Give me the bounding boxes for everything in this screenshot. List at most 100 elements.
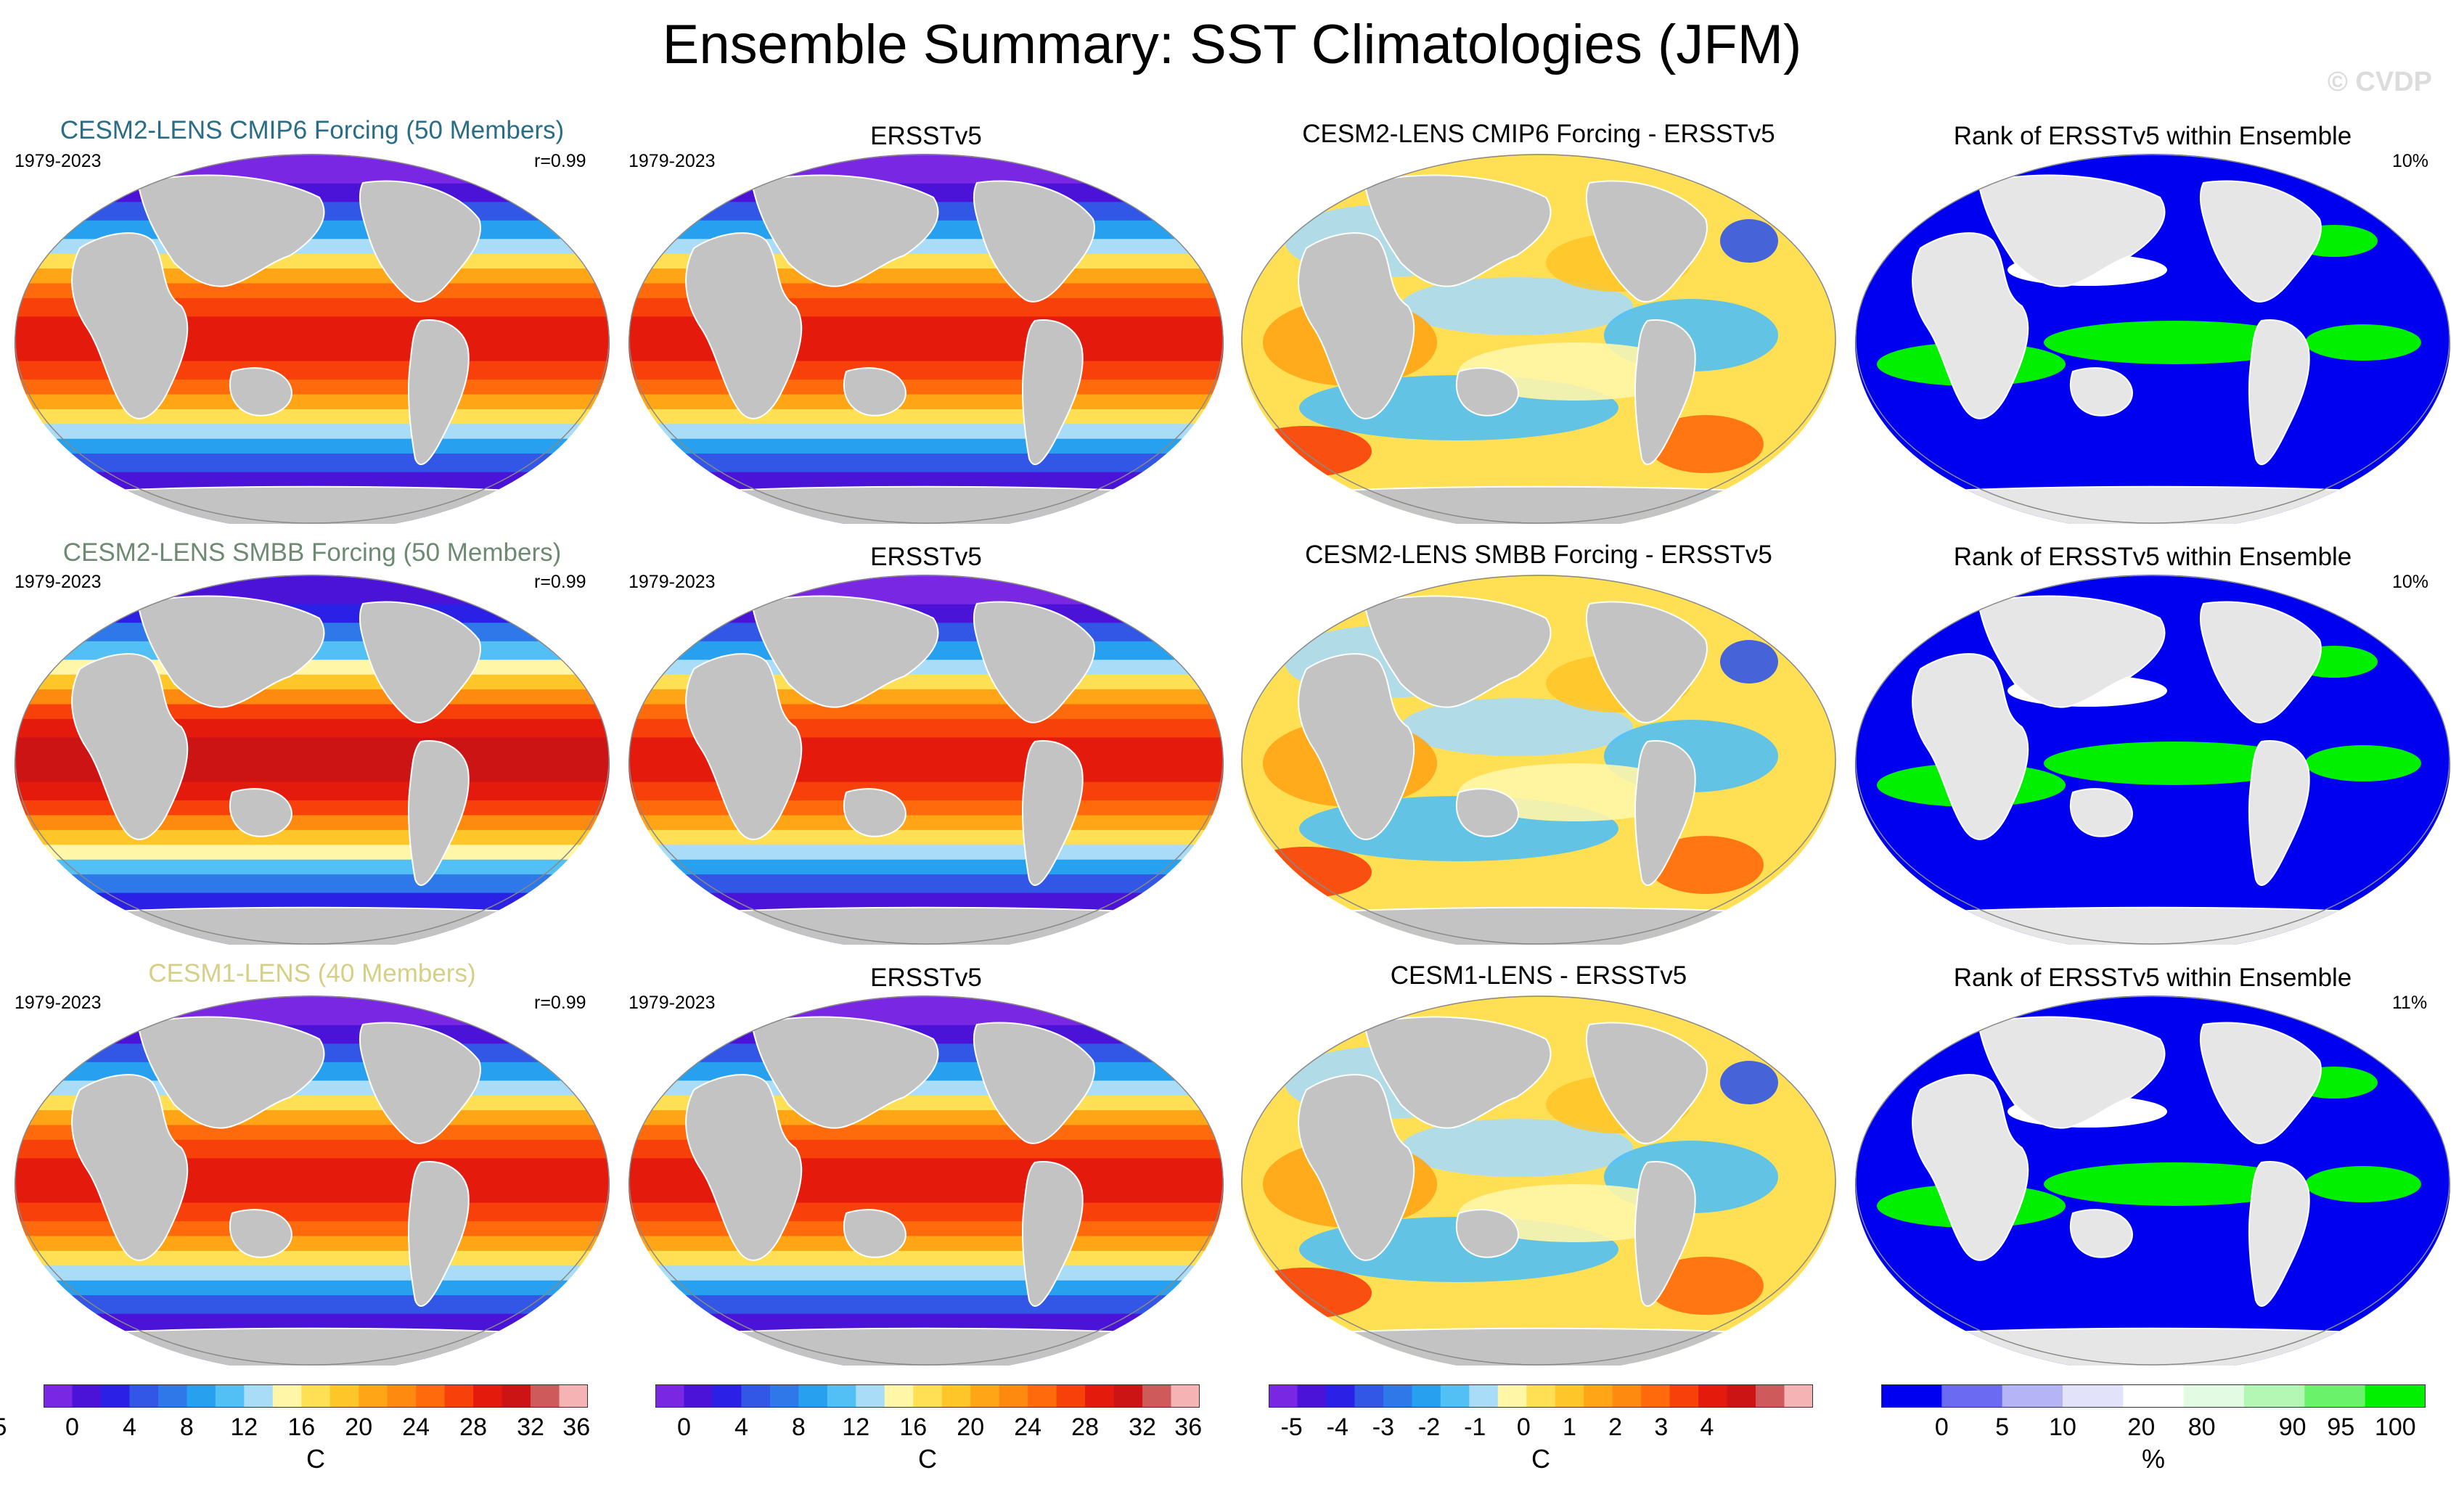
obs-sst-map-row1 <box>629 154 1224 524</box>
colorbar-tick-label: 100 <box>2374 1413 2416 1441</box>
colorbar-swatch <box>72 1384 102 1408</box>
colorbar-tick-label: 28 <box>459 1413 488 1441</box>
colorbar-swatch <box>1941 1384 2003 1408</box>
colorbar-tick-label: 0 <box>677 1413 691 1441</box>
bias-map-row3 <box>1241 996 1836 1366</box>
colorbar-swatch <box>1354 1384 1384 1408</box>
colorbar-swatch <box>655 1384 684 1408</box>
colorbar-swatch <box>1612 1384 1642 1408</box>
colorbar-tick-label: -4 <box>1326 1413 1348 1441</box>
colorbar-tick-label: 4 <box>734 1413 748 1441</box>
diff-title-1: CESM2-LENS CMIP6 Forcing - ERSSTv5 <box>1302 120 1775 148</box>
watermark: © CVDP <box>2327 67 2432 97</box>
colorbar-unit: C <box>1531 1444 1550 1474</box>
colorbar-swatch <box>741 1384 771 1408</box>
colorbar-swatch <box>2365 1384 2426 1408</box>
colorbar-swatch <box>1584 1384 1613 1408</box>
colorbar-swatch <box>684 1384 713 1408</box>
ensemble-title-1: CESM2-LENS CMIP6 Forcing (50 Members) <box>60 116 565 144</box>
period-label: 1979-2023 <box>15 151 102 171</box>
colorbar-swatch <box>187 1384 216 1408</box>
colorbar-tick-label: 5 <box>0 1413 7 1442</box>
obs-title-1: ERSSTv5 <box>870 122 982 150</box>
bias-map-row2 <box>1241 575 1836 945</box>
diff-title-3: CESM1-LENS - ERSSTv5 <box>1390 961 1687 990</box>
colorbar-tick-label: 90 <box>2278 1413 2307 1441</box>
rank-map-row3 <box>1855 996 2450 1366</box>
correlation-label: r=0.99 <box>534 151 586 171</box>
colorbar-swatch <box>1641 1384 1671 1408</box>
colorbar-swatch <box>444 1384 474 1408</box>
colorbar-swatch <box>1526 1384 1556 1408</box>
period-label: 1979-2023 <box>629 572 716 592</box>
colorbar-swatch <box>1784 1384 1813 1408</box>
colorbar-swatch <box>1555 1384 1584 1408</box>
sst-colorbar-1 <box>44 1384 588 1408</box>
colorbar-swatch <box>44 1384 73 1408</box>
colorbar-swatch <box>1497 1384 1527 1408</box>
colorbar-swatch <box>1698 1384 1728 1408</box>
obs-title-2: ERSSTv5 <box>870 543 982 571</box>
colorbar-tick-label: 36 <box>562 1413 591 1441</box>
colorbar-tick-label: 4 <box>122 1413 136 1441</box>
colorbar-swatch <box>531 1384 560 1408</box>
ensemble-sst-map-row1 <box>15 154 610 524</box>
colorbar-swatch <box>2304 1384 2366 1408</box>
colorbar-tick-label: 32 <box>517 1413 544 1441</box>
colorbar-swatch <box>301 1384 331 1408</box>
colorbar-swatch <box>2244 1384 2305 1408</box>
obs-title-3: ERSSTv5 <box>870 964 982 992</box>
colorbar-tick-label: 20 <box>957 1413 985 1441</box>
colorbar-swatch <box>2002 1384 2063 1408</box>
colorbar-tick-label: 12 <box>842 1413 870 1441</box>
ensemble-title-2: CESM2-LENS SMBB Forcing (50 Members) <box>62 538 562 567</box>
colorbar-swatch <box>1085 1384 1115 1408</box>
rank-colorbar <box>1881 1384 2426 1408</box>
colorbar-swatch <box>1171 1384 1200 1408</box>
colorbar-unit: C <box>306 1444 325 1474</box>
colorbar-swatch <box>712 1384 742 1408</box>
colorbar-tick-label: 4 <box>1700 1413 1714 1441</box>
colorbar-swatch <box>1113 1384 1143 1408</box>
colorbar-swatch <box>473 1384 503 1408</box>
colorbar-tick-label: 12 <box>230 1413 258 1441</box>
period-label: 1979-2023 <box>15 993 102 1013</box>
colorbar-swatch <box>157 1384 187 1408</box>
diff-title-2: CESM2-LENS SMBB Forcing - ERSSTv5 <box>1305 541 1772 569</box>
colorbar-swatch <box>827 1384 856 1408</box>
colorbar-swatch <box>272 1384 302 1408</box>
colorbar-tick-label: 36 <box>1174 1413 1203 1441</box>
ensemble-title-3: CESM1-LENS (40 Members) <box>148 959 476 988</box>
colorbar-swatch <box>1440 1384 1470 1408</box>
colorbar-unit: C <box>918 1444 937 1474</box>
colorbar-swatch <box>1669 1384 1699 1408</box>
colorbar-tick-label: 0 <box>65 1413 79 1441</box>
colorbar-tick-label: 3 <box>1654 1413 1669 1441</box>
diff-colorbar <box>1269 1384 1813 1408</box>
figure-title: Ensemble Summary: SST Climatologies (JFM… <box>662 14 1802 75</box>
colorbar-tick-label: 80 <box>2187 1413 2216 1441</box>
correlation-label: r=0.99 <box>534 572 586 592</box>
colorbar-swatch <box>941 1384 971 1408</box>
colorbar-swatch <box>1469 1384 1499 1408</box>
obs-sst-map-row2 <box>629 575 1224 945</box>
colorbar-swatch <box>1727 1384 1756 1408</box>
colorbar-swatch <box>2183 1384 2245 1408</box>
colorbar-tick-label: 0 <box>1516 1413 1531 1441</box>
colorbar-tick-label: 24 <box>402 1413 430 1441</box>
colorbar-swatch <box>1881 1384 1942 1408</box>
colorbar-swatch <box>387 1384 417 1408</box>
colorbar-tick-label: 8 <box>791 1413 806 1441</box>
colorbar-tick-label: 24 <box>1014 1413 1042 1441</box>
period-label: 1979-2023 <box>629 151 716 171</box>
colorbar-swatch <box>359 1384 388 1408</box>
ensemble-sst-map-row2 <box>15 575 610 945</box>
colorbar-tick-label: 10 <box>2049 1413 2076 1441</box>
ensemble-sst-map-row3 <box>15 996 610 1366</box>
colorbar-tick-label: -2 <box>1417 1413 1441 1441</box>
obs-sst-map-row3 <box>629 996 1224 1366</box>
colorbar-swatch <box>1142 1384 1172 1408</box>
sst-colorbar-2 <box>655 1384 1200 1408</box>
colorbar-swatch <box>884 1384 914 1408</box>
rank-map-row1 <box>1855 154 2450 524</box>
